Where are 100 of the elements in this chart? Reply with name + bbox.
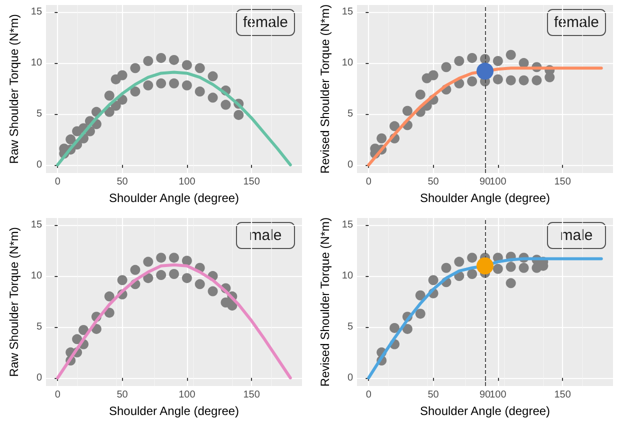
annotation: male bbox=[560, 227, 593, 244]
y-axis-title: Raw Shoulder Torque (N*m) bbox=[7, 227, 21, 377]
x-tick-label: 100 bbox=[490, 390, 507, 400]
point bbox=[208, 286, 218, 296]
point bbox=[476, 257, 494, 274]
point bbox=[130, 86, 140, 97]
point bbox=[72, 334, 82, 344]
annotation: female bbox=[554, 14, 600, 31]
y-tick-label: 0 bbox=[347, 159, 354, 170]
point bbox=[117, 70, 128, 80]
point bbox=[78, 325, 89, 335]
y-tick-label: 0 bbox=[36, 159, 42, 170]
point bbox=[143, 80, 154, 90]
point bbox=[169, 78, 180, 88]
point bbox=[182, 256, 192, 266]
x-tick-label: 150 bbox=[554, 176, 572, 188]
point bbox=[208, 92, 218, 103]
point bbox=[454, 256, 464, 267]
point bbox=[227, 300, 238, 311]
y-tick-label: 5 bbox=[36, 321, 42, 332]
point bbox=[454, 56, 464, 66]
point bbox=[234, 110, 244, 120]
point bbox=[441, 262, 452, 273]
point bbox=[492, 264, 503, 274]
point bbox=[143, 256, 154, 267]
point bbox=[156, 270, 166, 280]
point bbox=[156, 252, 166, 263]
x-tick-label: 100 bbox=[490, 176, 507, 188]
point bbox=[182, 60, 192, 70]
point bbox=[415, 308, 426, 319]
point bbox=[117, 275, 128, 286]
point bbox=[467, 76, 478, 86]
point bbox=[506, 278, 516, 288]
y-tick-label: 0 bbox=[36, 372, 42, 384]
point bbox=[143, 56, 154, 66]
y-tick-label: 10 bbox=[342, 58, 354, 69]
y-tick-label: 5 bbox=[347, 321, 354, 332]
x-tick-label: 0 bbox=[366, 390, 372, 400]
point bbox=[476, 62, 494, 80]
point bbox=[441, 62, 452, 72]
x-tick-label: 90 bbox=[479, 390, 492, 400]
x-tick-label: 150 bbox=[243, 176, 260, 188]
x-axis-title: Shoulder Angle (degree) bbox=[108, 404, 240, 418]
point bbox=[194, 279, 205, 290]
point bbox=[467, 252, 478, 263]
point bbox=[506, 50, 516, 60]
point bbox=[156, 52, 166, 63]
point bbox=[376, 133, 387, 144]
point bbox=[194, 63, 205, 74]
y-tick-label: 10 bbox=[30, 270, 42, 282]
point bbox=[415, 290, 426, 300]
point bbox=[66, 134, 76, 144]
x-axis-title: Shoulder Angle (degree) bbox=[108, 190, 240, 205]
point bbox=[467, 52, 478, 63]
x-tick-label: 90 bbox=[479, 176, 492, 188]
annotation: female bbox=[242, 14, 288, 31]
point bbox=[208, 71, 218, 82]
point bbox=[428, 70, 438, 80]
point bbox=[390, 322, 400, 333]
x-axis-title: Shoulder Angle (degree) bbox=[420, 190, 550, 205]
x-tick-label: 100 bbox=[178, 390, 196, 400]
y-axis-title: Raw Shoulder Torque (N*m) bbox=[7, 14, 21, 164]
point bbox=[492, 56, 503, 66]
point bbox=[104, 291, 114, 302]
point bbox=[390, 121, 400, 132]
point bbox=[402, 324, 412, 334]
y-tick-label: 15 bbox=[342, 6, 354, 18]
point bbox=[104, 90, 114, 101]
y-axis-title: Revised Shoulder Torque (N*m) bbox=[318, 217, 332, 387]
x-tick-label: 50 bbox=[428, 390, 440, 400]
y-tick-label: 5 bbox=[36, 108, 42, 120]
x-axis-title: Shoulder Angle (degree) bbox=[420, 404, 550, 418]
x-tick-label: 50 bbox=[116, 390, 128, 400]
point bbox=[130, 63, 140, 74]
x-tick-label: 150 bbox=[243, 390, 260, 400]
point bbox=[415, 90, 426, 100]
point bbox=[492, 74, 503, 84]
x-tick-label: 0 bbox=[366, 176, 372, 188]
point bbox=[402, 106, 412, 116]
x-tick-label: 50 bbox=[116, 176, 128, 188]
point bbox=[169, 269, 180, 279]
point bbox=[518, 262, 529, 273]
point bbox=[467, 269, 478, 279]
line-series bbox=[56, 70, 292, 166]
y-tick-label: 10 bbox=[342, 270, 354, 282]
y-tick-label: 15 bbox=[30, 220, 42, 231]
y-axis-title: Revised Shoulder Torque (N*m) bbox=[318, 4, 332, 174]
x-tick-label: 150 bbox=[554, 390, 572, 400]
point bbox=[130, 264, 140, 275]
y-tick-label: 5 bbox=[347, 108, 354, 120]
point bbox=[169, 252, 180, 263]
y-tick-label: 15 bbox=[30, 6, 42, 18]
point bbox=[506, 75, 516, 86]
x-tick-label: 0 bbox=[54, 176, 61, 188]
point bbox=[182, 273, 192, 284]
point bbox=[194, 86, 205, 97]
point bbox=[169, 54, 180, 65]
point bbox=[182, 80, 192, 90]
point bbox=[428, 275, 438, 286]
x-tick-label: 50 bbox=[428, 176, 440, 188]
